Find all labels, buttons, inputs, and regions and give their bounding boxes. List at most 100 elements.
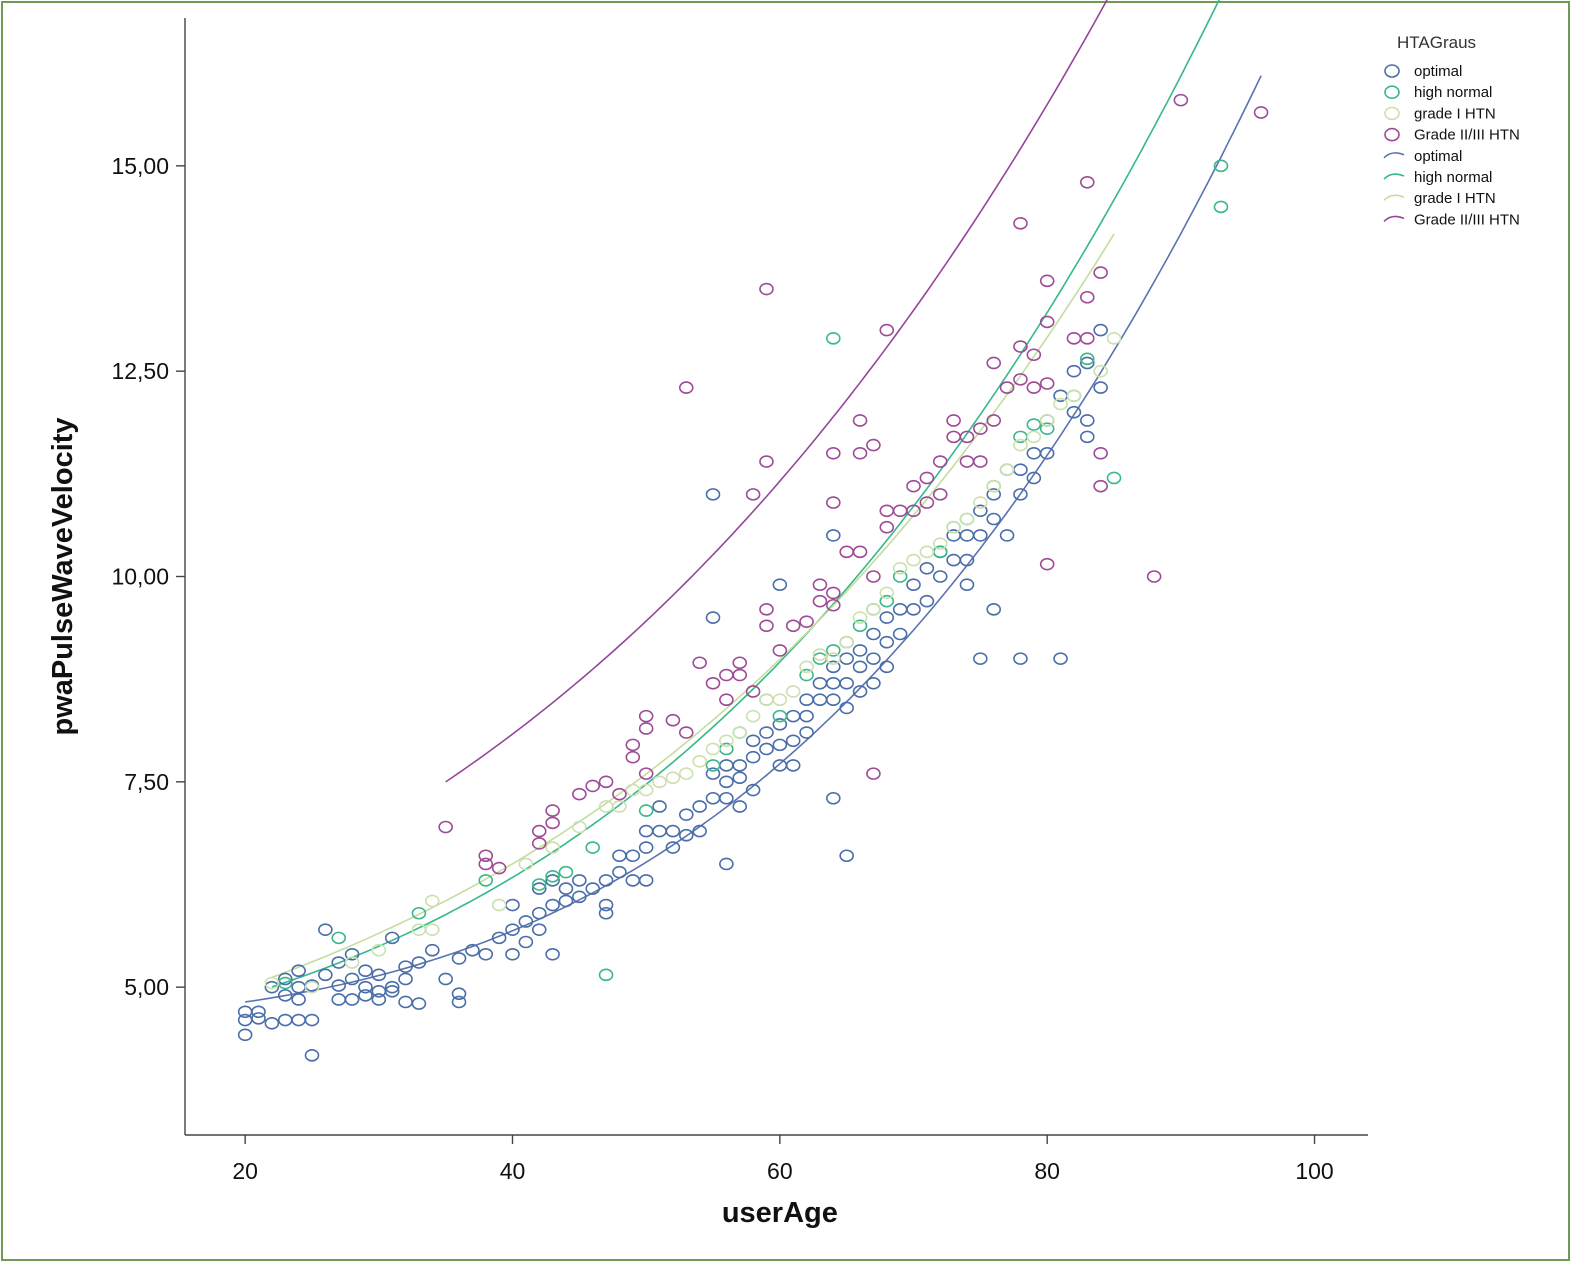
data-point [973,455,988,468]
data-point [1026,471,1042,485]
fit-line-grade-ii-iii-htn [445,0,1108,783]
data-point [531,882,547,895]
data-point [665,824,681,838]
data-point [1079,332,1095,345]
data-point [799,660,814,674]
y-tick-label: 15,00 [111,153,169,179]
data-point [826,447,841,460]
data-point [1013,652,1028,665]
data-point [839,635,854,649]
data-point [973,496,988,509]
x-tick-label: 80 [1034,1158,1060,1184]
data-point [1039,315,1055,329]
data-point [852,660,868,674]
data-point [799,615,814,628]
data-point [986,488,1002,501]
data-point [973,529,988,542]
data-point [1079,414,1095,427]
data-point [612,865,627,879]
legend-title: HTAGraus [1397,33,1476,52]
data-point [545,898,560,912]
data-point [371,968,387,982]
data-point [1013,438,1028,452]
data-point [344,948,360,961]
data-point [598,898,614,912]
data-point [986,356,1002,370]
data-point [879,323,895,337]
data-point [932,488,948,501]
data-point [505,898,520,912]
data-point [1079,352,1095,366]
data-point [705,742,721,756]
data-point [1039,557,1055,571]
data-point [852,611,868,624]
data-point [598,906,614,920]
legend-label: Grade II/III HTN [1414,127,1520,144]
data-point [398,972,413,986]
data-point [892,603,908,616]
data-point [692,754,707,768]
data-point [719,693,734,706]
data-point [318,968,333,982]
data-point [438,820,453,834]
data-point [1026,447,1042,460]
data-point [652,824,667,838]
x-tick-label: 100 [1295,1158,1333,1184]
data-point [705,767,721,780]
data-point [879,520,895,534]
data-point [344,956,360,969]
data-point [505,923,520,936]
data-point [545,804,560,817]
data-point [1093,323,1108,337]
data-point [1026,348,1042,362]
data-point [1039,422,1055,435]
data-point [852,447,868,460]
data-point [919,545,935,559]
data-point [344,993,360,1006]
data-point [1173,93,1189,107]
data-point [1213,200,1229,214]
data-point [826,586,841,600]
data-point [1039,447,1055,460]
y-axis-title: pwaPulseWaveVelocity [47,417,79,735]
data-point [318,923,333,936]
data-point [585,779,601,793]
data-point [839,701,854,715]
data-point [264,976,280,990]
data-point [999,463,1015,477]
series-high-normal [277,159,1229,990]
fit-line-grade-i-htn [271,233,1115,979]
data-point [892,561,908,575]
data-point [719,775,734,789]
data-point [625,750,641,764]
data-point [812,693,828,706]
data-point [358,989,373,1002]
data-point [959,578,975,592]
data-point [705,488,721,501]
data-point [1039,414,1055,427]
data-point [1053,652,1068,665]
data-point [745,783,761,797]
data-point [638,804,654,817]
data-point [932,570,948,583]
data-point [531,824,547,838]
legend-items: optimal high normal grade I HTN Grade II/II… [1383,63,1520,228]
data-point [745,709,761,723]
data-point [839,676,854,690]
data-point [772,693,788,706]
data-point [919,594,935,608]
data-point [772,738,788,752]
data-point [959,529,975,542]
data-point [598,968,614,982]
data-point [638,783,654,797]
data-point [692,824,707,838]
data-point [451,952,467,965]
data-point [799,668,814,682]
legend-label: optimal [1414,148,1462,165]
data-point [705,611,721,624]
data-point [759,726,774,739]
data-point [1079,430,1095,444]
data-point [358,964,373,978]
data-point [745,734,761,748]
